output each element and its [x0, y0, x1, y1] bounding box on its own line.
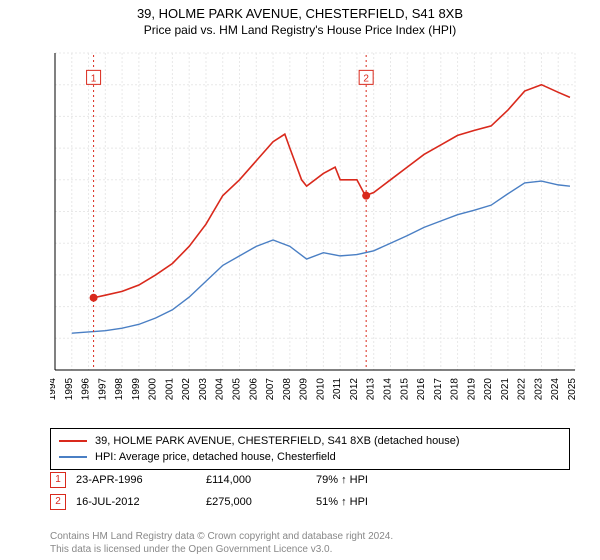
sale-price: £275,000 [206, 496, 316, 508]
svg-text:2002: 2002 [181, 378, 192, 401]
svg-text:2004: 2004 [215, 378, 226, 401]
svg-text:2000: 2000 [148, 378, 159, 401]
svg-text:1997: 1997 [97, 378, 108, 401]
svg-text:2013: 2013 [366, 378, 377, 401]
svg-text:2007: 2007 [265, 378, 276, 401]
attribution-footer: Contains HM Land Registry data © Crown c… [50, 531, 393, 556]
svg-text:1996: 1996 [81, 378, 92, 401]
svg-text:2009: 2009 [299, 378, 310, 401]
legend: 39, HOLME PARK AVENUE, CHESTERFIELD, S41… [50, 428, 570, 470]
title-address: 39, HOLME PARK AVENUE, CHESTERFIELD, S41… [0, 6, 600, 21]
svg-text:2025: 2025 [567, 378, 578, 401]
svg-text:2016: 2016 [416, 378, 427, 401]
legend-label: 39, HOLME PARK AVENUE, CHESTERFIELD, S41… [95, 435, 460, 447]
legend-label: HPI: Average price, detached house, Ches… [95, 451, 336, 463]
sale-row: 1 23-APR-1996 £114,000 79% ↑ HPI [50, 472, 416, 488]
legend-swatch [59, 456, 87, 458]
sale-marker-icon: 1 [50, 472, 66, 488]
chart-title-block: 39, HOLME PARK AVENUE, CHESTERFIELD, S41… [0, 0, 600, 37]
sale-hpi: 51% ↑ HPI [316, 496, 416, 508]
svg-text:2: 2 [363, 73, 369, 84]
svg-text:2012: 2012 [349, 378, 360, 401]
svg-text:1999: 1999 [131, 378, 142, 401]
svg-text:2005: 2005 [232, 378, 243, 401]
legend-swatch [59, 440, 87, 442]
footer-line: Contains HM Land Registry data © Crown c… [50, 531, 393, 544]
legend-row: HPI: Average price, detached house, Ches… [59, 449, 561, 465]
svg-text:2024: 2024 [550, 378, 561, 401]
sale-date: 16-JUL-2012 [76, 496, 206, 508]
sale-row: 2 16-JUL-2012 £275,000 51% ↑ HPI [50, 494, 416, 510]
svg-text:2022: 2022 [517, 378, 528, 401]
svg-text:2017: 2017 [433, 378, 444, 401]
svg-text:2019: 2019 [466, 378, 477, 401]
svg-text:2003: 2003 [198, 378, 209, 401]
svg-text:2010: 2010 [315, 378, 326, 401]
svg-text:2023: 2023 [533, 378, 544, 401]
svg-text:1998: 1998 [114, 378, 125, 401]
sale-marker-icon: 2 [50, 494, 66, 510]
svg-text:2021: 2021 [500, 378, 511, 401]
sale-price: £114,000 [206, 474, 316, 486]
svg-text:2018: 2018 [450, 378, 461, 401]
svg-text:1: 1 [91, 73, 97, 84]
title-subtitle: Price paid vs. HM Land Registry's House … [0, 23, 600, 37]
svg-text:1995: 1995 [64, 378, 75, 401]
sale-date: 23-APR-1996 [76, 474, 206, 486]
svg-text:2008: 2008 [282, 378, 293, 401]
svg-text:2011: 2011 [332, 378, 343, 400]
svg-text:1994: 1994 [50, 378, 58, 401]
sale-hpi: 79% ↑ HPI [316, 474, 416, 486]
svg-text:2015: 2015 [399, 378, 410, 401]
svg-text:2006: 2006 [248, 378, 259, 401]
svg-text:2020: 2020 [483, 378, 494, 401]
legend-row: 39, HOLME PARK AVENUE, CHESTERFIELD, S41… [59, 433, 561, 449]
footer-line: This data is licensed under the Open Gov… [50, 544, 393, 557]
price-chart: £0£50K£100K£150K£200K£250K£300K£350K£400… [50, 48, 580, 418]
svg-text:2001: 2001 [164, 378, 175, 401]
svg-text:2014: 2014 [382, 378, 393, 401]
